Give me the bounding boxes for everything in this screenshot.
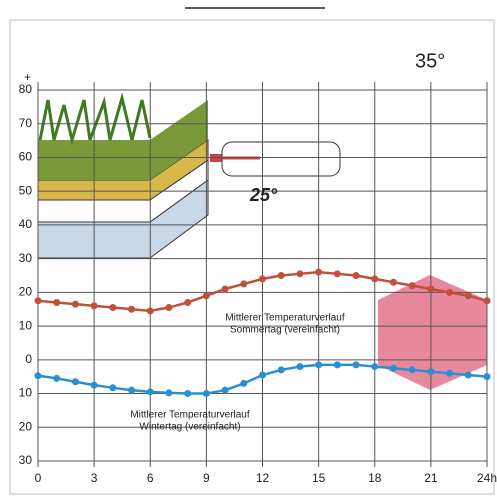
data-point [390, 279, 397, 286]
data-point [296, 363, 303, 370]
data-point [371, 363, 378, 370]
data-point [278, 366, 285, 373]
data-point [109, 384, 116, 391]
data-point [315, 361, 322, 368]
data-point [72, 378, 79, 385]
y-tick-label: 10 [19, 386, 33, 400]
data-point [240, 380, 247, 387]
data-point [72, 301, 79, 308]
y-tick-label: 20 [19, 419, 33, 433]
annotation: 35° [415, 50, 445, 72]
y-tick-label: 70 [19, 116, 33, 130]
x-tick-label: 18 [368, 471, 382, 485]
y-tick-label: 80 [19, 82, 33, 96]
y-tick-label: 20 [19, 285, 33, 299]
data-point [484, 297, 491, 304]
annotation: Sommertag (vereinfacht) [230, 325, 340, 336]
data-point [334, 361, 341, 368]
data-point [427, 285, 434, 292]
data-point [35, 297, 42, 304]
annotation: Wintertag (vereinfacht) [139, 422, 240, 433]
chart: 8070605040302010010203003691215182124h+3… [0, 0, 497, 498]
y-tick-label: 30 [19, 453, 33, 467]
y-tick-label: 10 [19, 318, 33, 332]
data-point [128, 387, 135, 394]
data-point [353, 361, 360, 368]
data-point [334, 270, 341, 277]
data-point [35, 372, 42, 379]
annotation: Mittlerer Temperaturverlauf [130, 410, 250, 421]
data-point [427, 368, 434, 375]
y-tick-label: 0 [25, 352, 32, 366]
x-tick-label: 6 [147, 471, 154, 485]
x-tick-label: 12 [256, 471, 270, 485]
y-tick-label: 40 [19, 217, 33, 231]
data-point [91, 302, 98, 309]
data-point [91, 382, 98, 389]
annotation: Mittlerer Temperaturverlauf [225, 313, 345, 324]
x-tick-label: 21 [424, 471, 438, 485]
data-point [222, 285, 229, 292]
data-point [465, 292, 472, 299]
data-point [184, 390, 191, 397]
y-tick-label: 30 [19, 251, 33, 265]
data-point [53, 299, 60, 306]
data-point [240, 280, 247, 287]
data-point [484, 373, 491, 380]
data-point [390, 365, 397, 372]
axis-plus: + [24, 70, 31, 84]
data-point [165, 304, 172, 311]
thermometer [210, 142, 340, 176]
data-point [109, 304, 116, 311]
data-point [315, 269, 322, 276]
data-point [53, 375, 60, 382]
data-point [446, 289, 453, 296]
y-tick-label: 50 [19, 183, 33, 197]
data-point [203, 390, 210, 397]
data-point [128, 306, 135, 313]
data-point [184, 299, 191, 306]
data-point [353, 272, 360, 279]
data-point [147, 307, 154, 314]
data-point [371, 275, 378, 282]
x-tick-label: 24h [477, 471, 497, 485]
data-point [465, 371, 472, 378]
data-point [222, 387, 229, 394]
data-point [278, 272, 285, 279]
x-tick-label: 9 [203, 471, 210, 485]
y-tick-label: 60 [19, 150, 33, 164]
x-tick-label: 0 [35, 471, 42, 485]
data-point [147, 388, 154, 395]
data-point [259, 275, 266, 282]
data-point [446, 370, 453, 377]
data-point [409, 282, 416, 289]
data-point [203, 292, 210, 299]
data-point [165, 389, 172, 396]
data-point [259, 371, 266, 378]
data-point [409, 366, 416, 373]
x-tick-label: 3 [91, 471, 98, 485]
x-tick-label: 15 [312, 471, 326, 485]
data-point [296, 270, 303, 277]
annotation: 25° [249, 185, 278, 205]
